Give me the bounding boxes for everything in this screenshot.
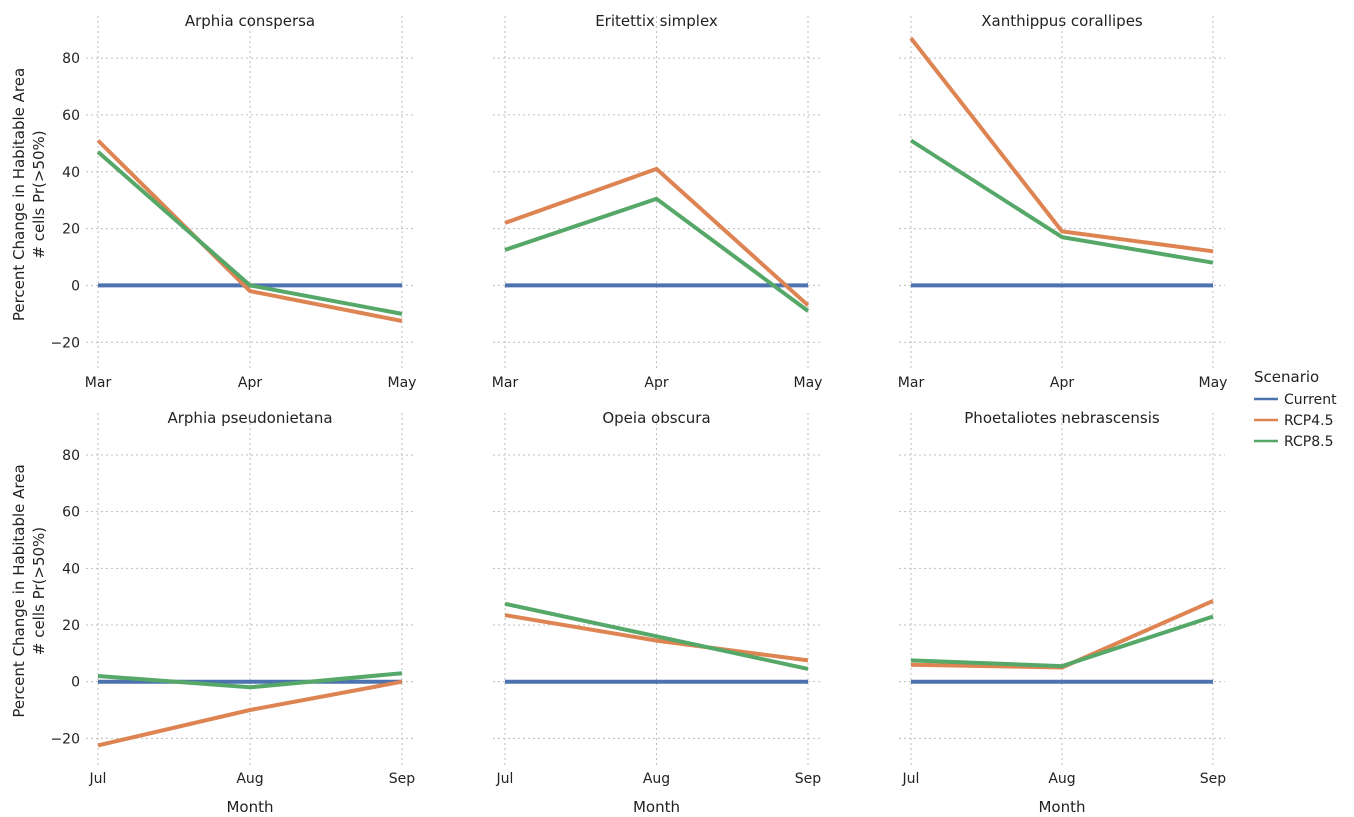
- panel-3-line-rcp85: [909, 138, 1214, 265]
- panel-1-ytick-label: −20: [50, 335, 80, 351]
- legend-label-current: Current: [1284, 392, 1337, 408]
- legend-title: Scenario: [1254, 368, 1319, 386]
- panel-6-xtick-label: Sep: [1200, 771, 1227, 787]
- panel-4-xtick-label: Aug: [236, 771, 263, 787]
- panel-1-ylabel-line-2: # cells Pr(>50%): [30, 130, 48, 258]
- panel-4-ylabel-line-1: Percent Change in Habitable Area: [10, 464, 28, 717]
- panel-4-line-rcp45: [97, 679, 403, 748]
- panel-1-line-rcp45: [96, 139, 403, 323]
- panel-1-ytick-label: 20: [62, 222, 80, 238]
- legend-label-rcp45: RCP4.5: [1284, 413, 1334, 429]
- panel-2-xtick-label: Apr: [644, 375, 668, 391]
- panel-1-xtick-label: Apr: [238, 375, 262, 391]
- panel-5-xlabel: Month: [633, 798, 680, 816]
- panel-1-line-rcp85: [96, 150, 403, 316]
- panel-1-xtick-label: May: [388, 375, 417, 391]
- panel-6-xtick-label: Jul: [902, 771, 920, 787]
- panel-2-xtick-label: May: [794, 375, 823, 391]
- panel-5-xtick-label: Sep: [795, 771, 822, 787]
- panel-3-xtick-label: Apr: [1050, 375, 1074, 391]
- panel-4-ytick-label: 0: [71, 675, 80, 691]
- panel-6-line-rcp85: [910, 614, 1214, 669]
- panel-6-xlabel: Month: [1038, 798, 1085, 816]
- panel-5-line-rcp45: [504, 613, 809, 663]
- panel-1-ytick-label: 80: [62, 51, 80, 67]
- panel-5-line-rcp85: [504, 601, 809, 671]
- panel-5-xtick-label: Aug: [643, 771, 670, 787]
- panel-4-ytick-label: 40: [62, 561, 80, 577]
- panel-1-ytick-label: 0: [71, 278, 80, 294]
- panel-4-ytick-label: −20: [50, 731, 80, 747]
- panel-4-line-rcp85: [97, 671, 403, 690]
- panel-4-ytick-label: 60: [62, 505, 80, 521]
- panel-3-xtick-label: May: [1199, 375, 1228, 391]
- panel-4-ylabel-line-2: # cells Pr(>50%): [30, 527, 48, 655]
- panel-2-line-rcp85: [504, 196, 810, 313]
- panel-2-xtick-label: Mar: [492, 375, 519, 391]
- panel-5-xtick-label: Jul: [496, 771, 514, 787]
- panel-1-ytick-label: 40: [62, 165, 80, 181]
- panel-4-ytick-label: 20: [62, 618, 80, 634]
- panel-4-xtick-label: Sep: [389, 771, 416, 787]
- panel-1-ytick-label: 60: [62, 108, 80, 124]
- panel-6-xtick-label: Aug: [1048, 771, 1075, 787]
- panel-4-xlabel: Month: [226, 798, 273, 816]
- panel-4-ytick-label: 80: [62, 448, 80, 464]
- legend-label-rcp85: RCP8.5: [1284, 434, 1334, 450]
- panel-3-line-rcp45: [909, 36, 1214, 254]
- panel-3-xtick-label: Mar: [898, 375, 925, 391]
- panel-2-line-rcp45: [504, 166, 810, 307]
- panel-1-ylabel-line-1: Percent Change in Habitable Area: [10, 68, 28, 321]
- panel-1-xtick-label: Mar: [85, 375, 112, 391]
- panel-4-xtick-label: Jul: [89, 771, 107, 787]
